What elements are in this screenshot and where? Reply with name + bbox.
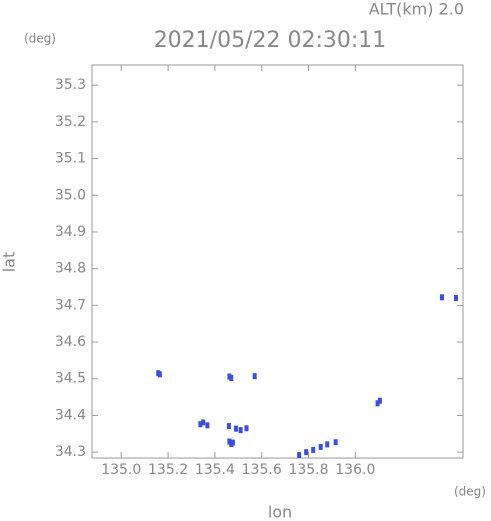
x-axis-label: lon	[268, 503, 292, 521]
x-tick-label: 136.0	[335, 462, 375, 478]
y-tick-label: 34.6	[55, 334, 86, 350]
y-unit: (deg)	[24, 32, 56, 46]
echo-point	[226, 423, 231, 430]
x-tick-label: 135.4	[195, 462, 235, 478]
y-tick-label: 34.9	[55, 224, 86, 240]
x-unit: (deg)	[454, 485, 486, 499]
y-tick-label: 35.0	[55, 187, 86, 203]
echo-point	[230, 439, 235, 446]
echo-point	[318, 443, 323, 450]
echo-point	[157, 371, 162, 378]
x-tick-label: 135.6	[242, 462, 282, 478]
y-tick-label: 35.3	[55, 77, 86, 93]
echo-point	[229, 375, 234, 382]
y-tick-label: 34.4	[55, 407, 86, 423]
y-tick-label: 35.2	[55, 114, 86, 130]
echo-point	[198, 421, 203, 428]
echo-point	[304, 449, 309, 456]
echo-point	[233, 425, 238, 432]
echo-point	[201, 419, 206, 426]
x-tick-label: 135.2	[148, 462, 188, 478]
echo-point	[333, 439, 338, 446]
echo-point	[439, 294, 444, 301]
echo-point	[244, 425, 249, 432]
echo-point	[325, 441, 330, 448]
y-tick-label: 34.8	[55, 261, 86, 277]
y-tick-label: 34.7	[55, 297, 86, 313]
echo-point	[205, 422, 210, 429]
echo-point	[252, 373, 257, 380]
y-tick-label: 34.3	[55, 444, 86, 460]
echo-point	[375, 400, 380, 407]
chart-title: 2021/05/22 02:30:11	[154, 28, 387, 53]
x-tick-label: 135.0	[101, 462, 141, 478]
y-axis-label: lat	[0, 252, 19, 273]
echo-point	[453, 295, 458, 302]
y-tick-label: 35.1	[55, 151, 86, 167]
altitude-label: ALT(km) 2.0	[369, 0, 464, 19]
echo-point	[311, 446, 316, 453]
x-tick-label: 135.8	[288, 462, 328, 478]
echo-point	[238, 427, 243, 434]
echo-point	[297, 452, 302, 459]
plot-frame	[91, 64, 464, 459]
echo-point	[377, 397, 382, 404]
y-tick-label: 34.5	[55, 371, 86, 387]
